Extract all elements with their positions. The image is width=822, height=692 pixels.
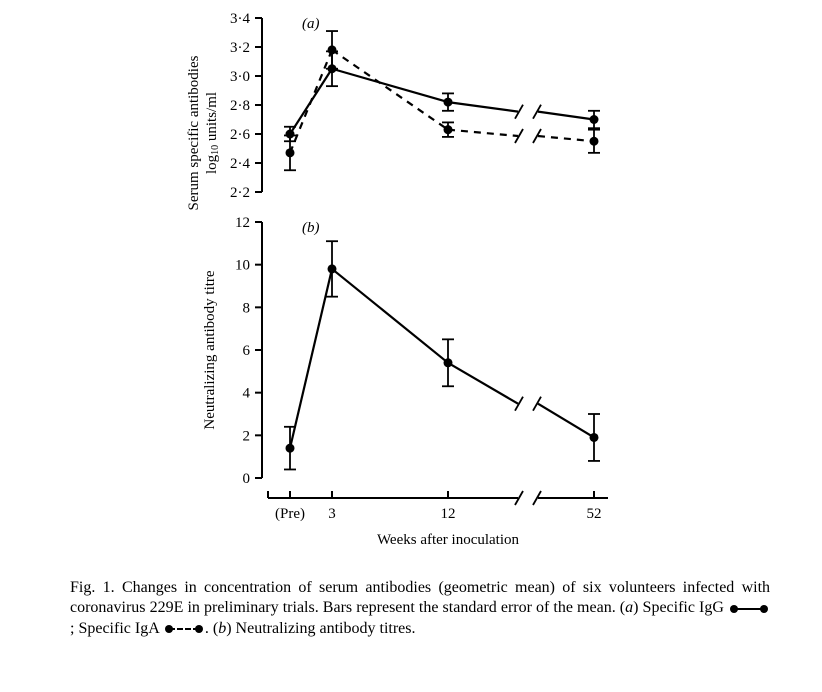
figure-container: 2·2 2·4 2·6 2·8 3·0 3·2 3·4 (a) 0 2 4 6 8 10 12 (b) (Pre… <box>0 0 822 692</box>
caption-b-letter: b <box>218 620 226 637</box>
svg-text:3·4: 3·4 <box>230 11 250 27</box>
svg-text:12: 12 <box>441 506 456 522</box>
svg-text:Neutralizing antibody titre: Neutralizing antibody titre <box>202 270 218 429</box>
svg-text:Serum specific antibodies: Serum specific antibodies <box>186 55 202 210</box>
svg-text:3: 3 <box>328 506 336 522</box>
figure-caption: Fig. 1. Changes in concentration of seru… <box>70 578 770 639</box>
svg-text:2·6: 2·6 <box>230 127 250 143</box>
svg-text:2: 2 <box>243 428 251 444</box>
svg-text:2·4: 2·4 <box>230 156 250 172</box>
caption-b-text: Neutralizing antibody titres. <box>236 620 416 637</box>
svg-text:2·2: 2·2 <box>230 185 250 201</box>
svg-text:12: 12 <box>235 215 250 231</box>
svg-text:2·8: 2·8 <box>230 98 250 114</box>
caption-lead: Fig. 1. <box>70 579 115 596</box>
svg-text:3·0: 3·0 <box>230 69 250 85</box>
legend-dashed-icon <box>165 624 203 634</box>
svg-text:(b): (b) <box>302 220 320 236</box>
svg-text:6: 6 <box>243 343 251 359</box>
caption-a-igg: Specific IgG <box>643 599 724 616</box>
caption-a-iga: Specific IgA <box>78 620 158 637</box>
svg-text:3·2: 3·2 <box>230 40 250 56</box>
chart-svg: 2·2 2·4 2·6 2·8 3·0 3·2 3·4 (a) 0 2 4 6 8 10 12 (b) (Pre… <box>0 0 822 572</box>
svg-text:10: 10 <box>235 258 250 274</box>
svg-text:log10 units/ml: log10 units/ml <box>204 92 221 174</box>
svg-text:0: 0 <box>243 471 251 487</box>
caption-a-letter: a <box>625 599 633 616</box>
svg-text:(a): (a) <box>302 16 320 32</box>
svg-text:52: 52 <box>587 506 602 522</box>
svg-text:(Pre): (Pre) <box>275 506 305 522</box>
svg-text:8: 8 <box>243 300 251 316</box>
svg-text:Weeks after inoculation: Weeks after inoculation <box>377 532 520 548</box>
svg-text:4: 4 <box>243 386 251 402</box>
legend-solid-icon <box>730 604 768 614</box>
